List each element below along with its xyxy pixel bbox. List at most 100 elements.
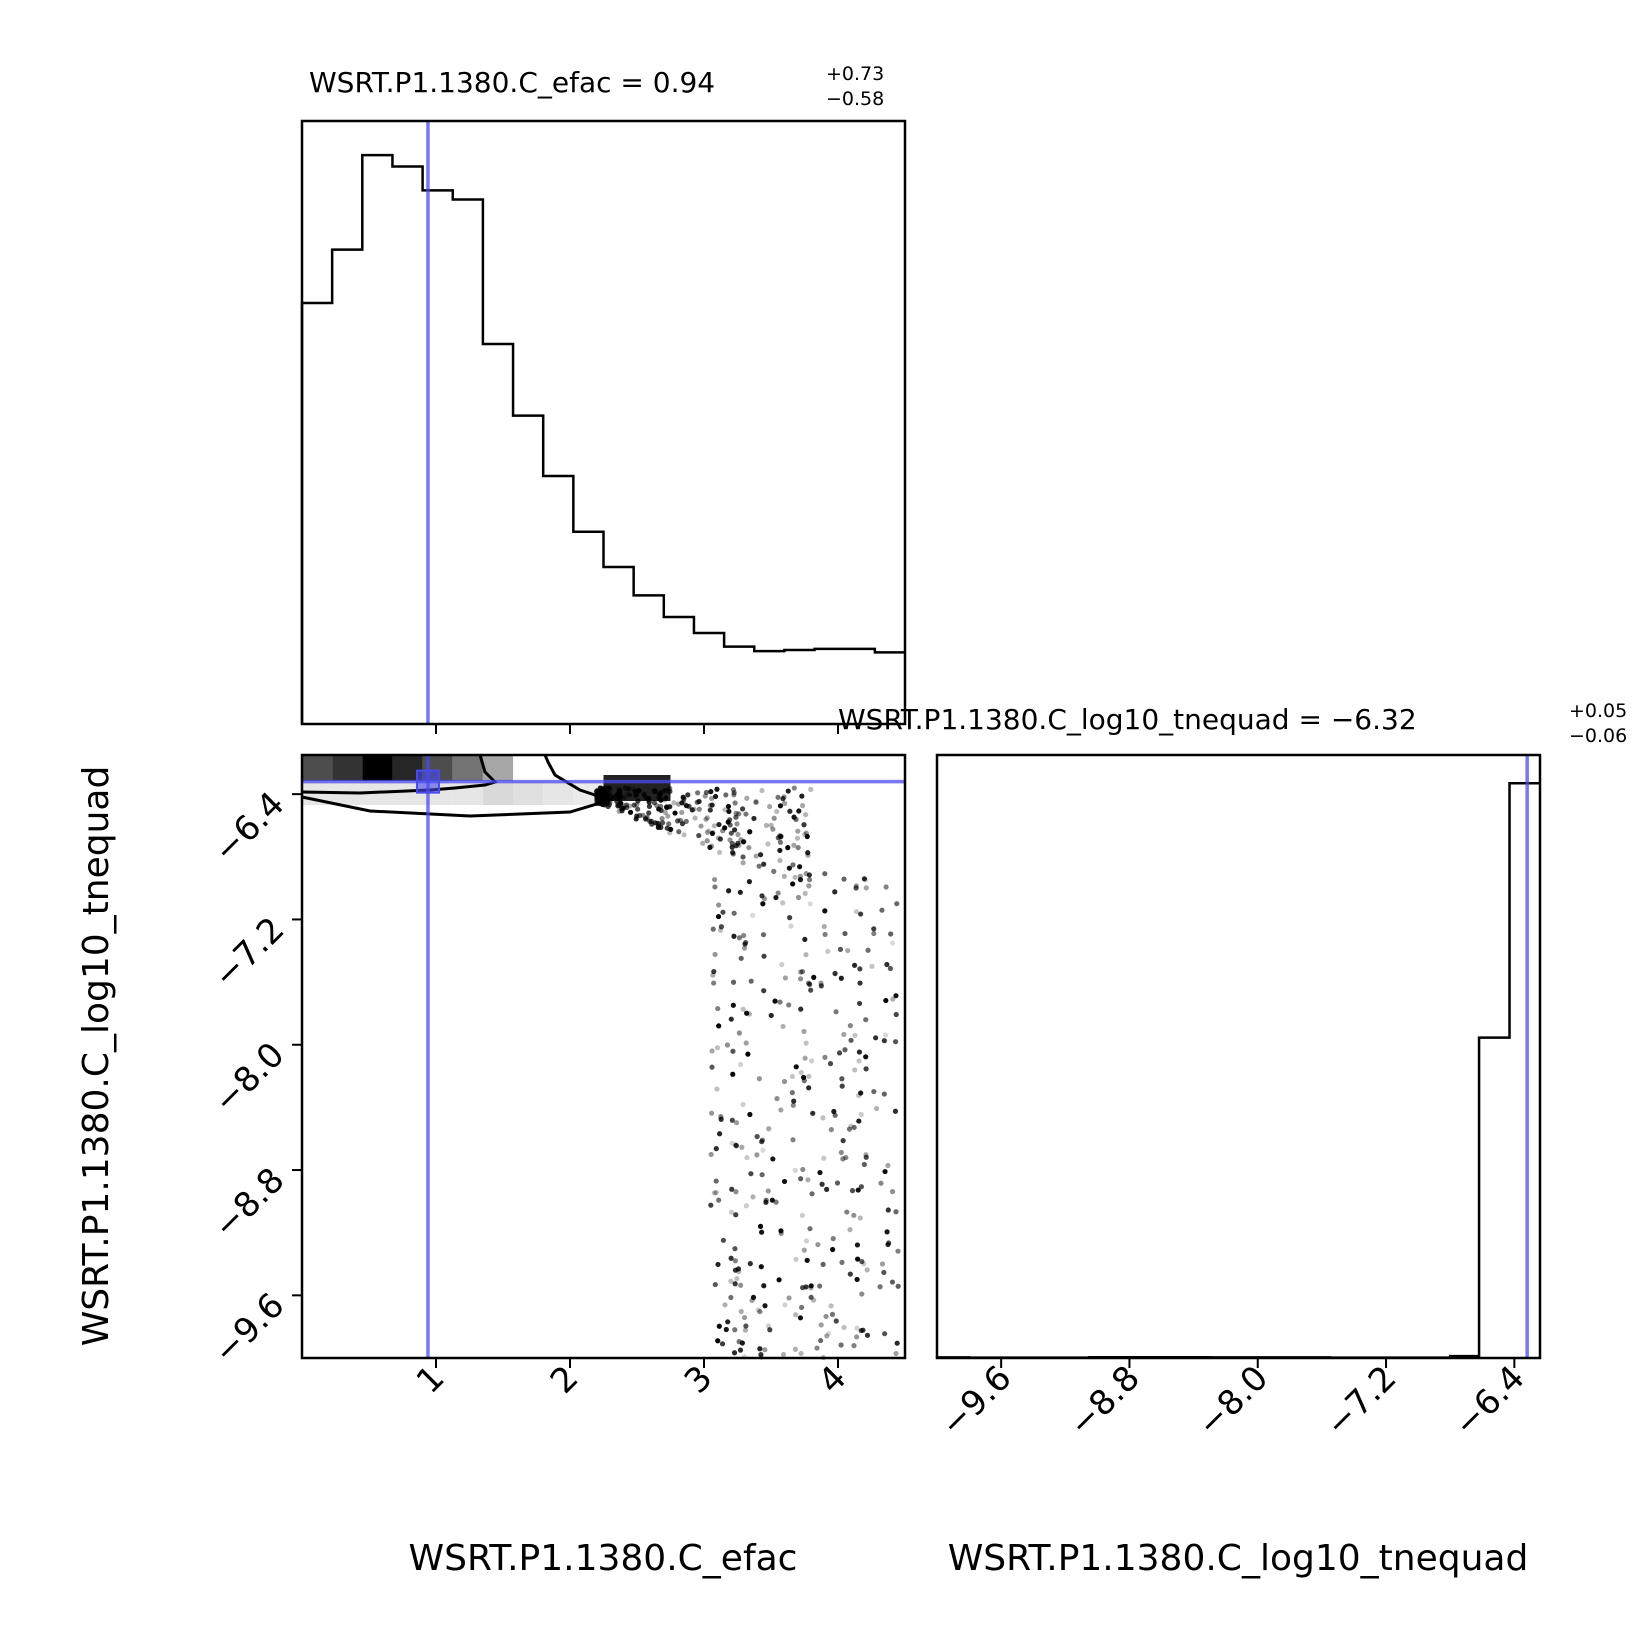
- scatter-point: [798, 1006, 804, 1012]
- scatter-point: [662, 809, 668, 816]
- efac-histogram-bar: [332, 250, 362, 724]
- scatter-point: [828, 1303, 834, 1309]
- scatter-point: [862, 877, 869, 883]
- scatter-point: [662, 788, 668, 794]
- scatter-point: [888, 931, 894, 937]
- scatter-point: [719, 1341, 726, 1347]
- scatter-point: [667, 804, 673, 810]
- scatter-point: [770, 1156, 776, 1162]
- scatter-point: [711, 980, 717, 986]
- scatter-point: [794, 835, 801, 841]
- scatter-point: [824, 1333, 830, 1339]
- scatter-point: [856, 1049, 863, 1055]
- scatter-point: [728, 1209, 735, 1215]
- scatter-point: [883, 997, 889, 1004]
- scatter-point: [798, 1350, 804, 1357]
- scatter-point: [662, 797, 668, 803]
- scatter-point: [883, 884, 889, 890]
- scatter-point: [716, 1023, 722, 1029]
- tnequad-title-sup: +0.05: [1569, 700, 1627, 722]
- contour-inner: [301, 754, 498, 795]
- scatter-point: [634, 801, 640, 808]
- scatter-point: [658, 807, 664, 813]
- tnequad-title: WSRT.P1.1380.C_log10_tnequad = −6.32: [838, 703, 1417, 736]
- scatter-point: [811, 1297, 817, 1303]
- scatter-point: [893, 1209, 899, 1215]
- scatter-point: [803, 952, 809, 958]
- scatter-point: [728, 830, 734, 836]
- efac-histogram-bar: [634, 595, 664, 724]
- scatter-point: [834, 1180, 841, 1186]
- scatter-point: [803, 1040, 809, 1046]
- density-cell: [302, 755, 333, 781]
- scatter-point: [631, 802, 637, 808]
- scatter-point: [830, 1246, 836, 1253]
- scatter-point: [853, 883, 859, 889]
- scatter-point: [822, 1054, 828, 1060]
- scatter-point: [771, 868, 777, 874]
- scatter-point: [651, 800, 657, 806]
- scatter-point: [755, 1307, 761, 1313]
- scatter-point: [603, 790, 609, 796]
- scatter-point: [731, 910, 737, 916]
- scatter-point: [793, 1064, 799, 1070]
- scatter-point: [799, 803, 806, 809]
- scatter-point: [798, 1304, 805, 1311]
- scatter-point: [818, 983, 824, 989]
- scatter-point: [892, 1039, 899, 1045]
- scatter-point: [787, 808, 793, 814]
- scatter-point: [803, 1284, 809, 1290]
- scatter-point: [716, 849, 723, 855]
- scatter-point: [856, 1092, 862, 1099]
- scatter-point: [737, 1061, 744, 1068]
- scatter-point: [765, 1188, 771, 1194]
- scatter-point: [747, 1261, 753, 1267]
- scatter-point: [730, 787, 737, 793]
- scatter-point: [675, 818, 681, 824]
- scatter-point: [864, 1267, 870, 1273]
- scatter-point: [708, 1151, 714, 1158]
- efac-histogram-marks: [300, 121, 905, 734]
- scatter-point: [722, 1302, 728, 1308]
- scatter-point: [808, 987, 814, 993]
- scatter-point: [681, 832, 687, 838]
- x-tick-label: −6.4: [1446, 1358, 1533, 1445]
- scatter-point: [790, 862, 796, 868]
- scatter-point: [627, 809, 634, 815]
- x-tick-label: −7.2: [1318, 1358, 1405, 1445]
- scatter-point: [803, 871, 809, 877]
- tnequad-histogram-step: [935, 782, 1540, 1359]
- scatter-point: [637, 812, 643, 819]
- scatter-point: [885, 1207, 891, 1213]
- scatter-point: [622, 785, 628, 791]
- scatter-point: [724, 1042, 730, 1048]
- scatter-point: [856, 1000, 863, 1007]
- scatter-point: [740, 839, 747, 845]
- scatter-point: [728, 1255, 734, 1261]
- scatter-point: [849, 1188, 856, 1194]
- scatter-point: [741, 932, 747, 939]
- scatter-point: [832, 970, 838, 977]
- scatter-point: [845, 947, 851, 954]
- scatter-point: [817, 1283, 823, 1289]
- scatter-point: [750, 1194, 756, 1200]
- scatter-point: [646, 799, 652, 805]
- scatter-point: [709, 843, 715, 849]
- scatter-point: [890, 996, 896, 1002]
- scatter-point: [782, 800, 788, 807]
- scatter-point: [853, 885, 859, 891]
- scatter-point: [646, 810, 652, 816]
- scatter-point: [733, 1143, 739, 1149]
- scatter-point: [763, 822, 770, 829]
- scatter-point: [809, 1191, 815, 1197]
- scatter-point: [801, 1028, 807, 1035]
- scatter-point: [683, 803, 690, 809]
- scatter-point: [679, 809, 685, 816]
- scatter-point: [791, 785, 797, 791]
- scatter-point: [774, 1095, 780, 1102]
- tnequad-x-ticks: −9.6 −8.8 −8.0 −7.2 −6.4: [933, 1358, 1533, 1445]
- scatter-point: [757, 1223, 764, 1229]
- y-tick-label: −8.8: [206, 1160, 293, 1247]
- scatter-point: [822, 871, 828, 877]
- scatter-point: [712, 884, 718, 890]
